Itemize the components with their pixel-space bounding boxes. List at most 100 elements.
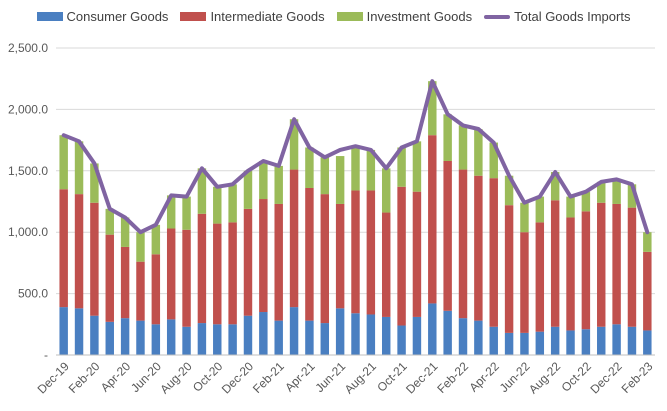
bar-consumer-goods bbox=[166, 319, 176, 355]
bar-consumer-goods bbox=[566, 330, 575, 355]
bar-intermediate-goods bbox=[535, 222, 545, 332]
legend-swatch-consumer-goods bbox=[36, 12, 63, 21]
bar-investment-goods bbox=[489, 142, 498, 179]
bar-investment-goods bbox=[458, 125, 468, 170]
bar-investment-goods bbox=[504, 175, 514, 206]
x-tick-label: Dec-20 bbox=[219, 359, 256, 396]
x-tick-label: Apr-22 bbox=[466, 359, 502, 395]
bar-consumer-goods bbox=[412, 316, 422, 355]
bar-intermediate-goods bbox=[550, 200, 560, 327]
bar-investment-goods bbox=[351, 146, 360, 191]
x-tick-label: Feb-22 bbox=[434, 359, 471, 396]
bar-investment-goods bbox=[166, 195, 176, 229]
bar-consumer-goods bbox=[182, 326, 191, 355]
x-tick-label: Dec-21 bbox=[403, 359, 440, 396]
bar-intermediate-goods bbox=[105, 234, 114, 322]
bar-investment-goods bbox=[581, 191, 591, 212]
bar-intermediate-goods bbox=[74, 194, 84, 309]
bar-intermediate-goods bbox=[643, 251, 652, 331]
bar-intermediate-goods bbox=[566, 217, 575, 331]
x-tick-label: Jun-20 bbox=[128, 359, 164, 395]
bar-intermediate-goods bbox=[274, 203, 283, 321]
bar-investment-goods bbox=[182, 196, 191, 230]
x-tick-label: Dec-19 bbox=[35, 359, 72, 396]
bar-consumer-goods bbox=[105, 321, 114, 355]
bar-investment-goods bbox=[136, 232, 145, 262]
bar-intermediate-goods bbox=[289, 169, 299, 308]
bar-intermediate-goods bbox=[520, 232, 529, 333]
bar-consumer-goods bbox=[259, 312, 268, 355]
bar-intermediate-goods bbox=[259, 199, 268, 313]
bar-investment-goods bbox=[289, 119, 299, 170]
bar-intermediate-goods bbox=[627, 207, 637, 327]
bar-consumer-goods bbox=[320, 323, 330, 355]
bar-consumer-goods bbox=[381, 316, 391, 355]
bar-consumer-goods bbox=[489, 326, 498, 355]
bar-intermediate-goods bbox=[305, 187, 314, 321]
bar-intermediate-goods bbox=[504, 205, 514, 333]
bar-consumer-goods bbox=[151, 324, 161, 355]
bar-consumer-goods bbox=[474, 320, 483, 355]
bar-consumer-goods bbox=[504, 332, 514, 355]
bar-investment-goods bbox=[520, 202, 529, 233]
bar-investment-goods bbox=[59, 135, 68, 190]
bar-investment-goods bbox=[120, 217, 130, 247]
bar-consumer-goods bbox=[581, 329, 591, 355]
y-tick-label: 500.0 bbox=[18, 287, 48, 301]
bar-investment-goods bbox=[213, 186, 222, 224]
bar-intermediate-goods bbox=[213, 223, 222, 325]
bar-consumer-goods bbox=[627, 326, 637, 355]
bar-investment-goods bbox=[550, 172, 560, 201]
bar-intermediate-goods bbox=[243, 208, 253, 316]
bar-investment-goods bbox=[74, 141, 84, 195]
bar-intermediate-goods bbox=[397, 186, 406, 326]
bar-consumer-goods bbox=[643, 330, 652, 355]
bar-consumer-goods bbox=[397, 325, 406, 355]
bar-intermediate-goods bbox=[366, 190, 376, 315]
bar-consumer-goods bbox=[351, 313, 360, 355]
bar-intermediate-goods bbox=[597, 202, 606, 327]
x-tick-label: Aug-21 bbox=[342, 359, 379, 396]
bar-consumer-goods bbox=[305, 320, 314, 355]
bar-intermediate-goods bbox=[335, 203, 345, 309]
bar-consumer-goods bbox=[136, 320, 145, 355]
bar-consumer-goods bbox=[213, 324, 222, 355]
legend-item-investment-goods: Investment Goods bbox=[336, 9, 472, 24]
legend-label-total-goods-imports: Total Goods Imports bbox=[514, 9, 631, 24]
bar-intermediate-goods bbox=[228, 222, 237, 325]
legend-item-intermediate-goods: Intermediate Goods bbox=[180, 9, 325, 24]
bar-intermediate-goods bbox=[59, 189, 68, 308]
bar-investment-goods bbox=[274, 165, 283, 204]
bar-investment-goods bbox=[90, 163, 99, 203]
bar-investment-goods bbox=[151, 224, 161, 255]
bar-investment-goods bbox=[335, 156, 345, 204]
y-tick-label: - bbox=[44, 348, 48, 362]
bar-intermediate-goods bbox=[182, 229, 191, 327]
bar-intermediate-goods bbox=[136, 261, 145, 321]
bar-consumer-goods bbox=[535, 331, 545, 355]
bar-intermediate-goods bbox=[90, 202, 99, 316]
bar-consumer-goods bbox=[550, 326, 560, 355]
bar-intermediate-goods bbox=[351, 190, 360, 314]
bar-consumer-goods bbox=[443, 310, 452, 355]
bar-investment-goods bbox=[428, 81, 437, 136]
x-tick-label: Feb-23 bbox=[619, 359, 656, 396]
y-tick-label: 1,500.0 bbox=[8, 164, 48, 178]
bar-investment-goods bbox=[627, 184, 637, 208]
bar-intermediate-goods bbox=[166, 228, 176, 320]
legend-item-total-goods-imports: Total Goods Imports bbox=[484, 9, 630, 24]
bar-consumer-goods bbox=[458, 318, 468, 355]
bar-consumer-goods bbox=[243, 315, 253, 355]
bar-intermediate-goods bbox=[320, 194, 330, 324]
bar-investment-goods bbox=[397, 147, 406, 187]
bar-consumer-goods bbox=[90, 315, 99, 355]
bar-investment-goods bbox=[320, 157, 330, 195]
bar-investment-goods bbox=[197, 168, 207, 214]
bar-investment-goods bbox=[443, 114, 452, 161]
legend-swatch-investment-goods bbox=[336, 12, 363, 21]
legend-swatch-total-goods-imports bbox=[484, 14, 511, 19]
legend-item-consumer-goods: Consumer Goods bbox=[36, 9, 168, 24]
bar-consumer-goods bbox=[59, 307, 68, 355]
y-tick-label: 2,000.0 bbox=[8, 102, 48, 116]
